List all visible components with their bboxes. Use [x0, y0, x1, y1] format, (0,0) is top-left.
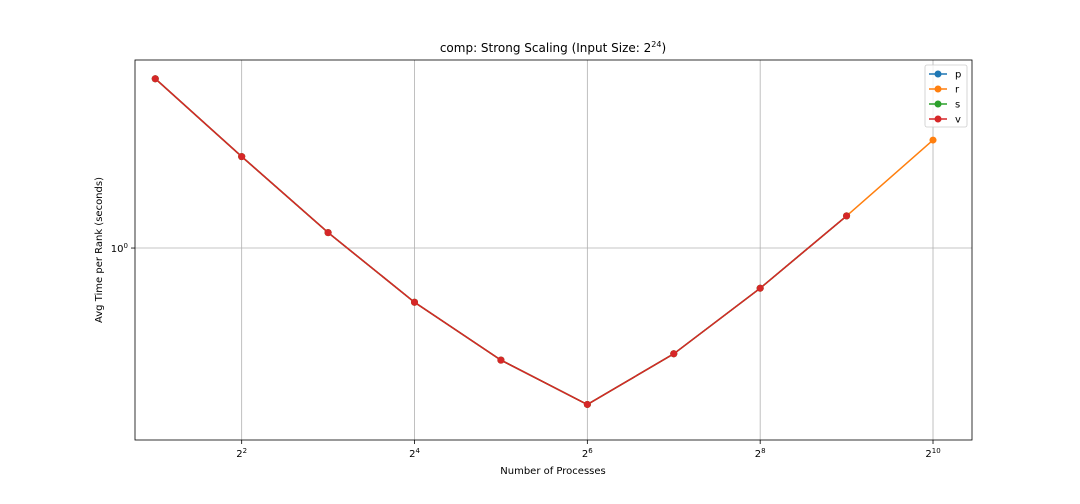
legend-marker: [934, 85, 942, 93]
data-point-v: [411, 298, 419, 306]
x-tick-label: 28: [755, 447, 766, 460]
chart-title-exponent: 24: [651, 40, 661, 49]
y-axis-label: Avg Time per Rank (seconds): [94, 177, 105, 323]
data-point-v: [756, 284, 764, 292]
legend-marker: [934, 115, 942, 123]
data-point-v: [583, 400, 591, 408]
plot-frame: [134, 59, 973, 441]
legend-marker: [934, 100, 942, 108]
data-point-v: [238, 153, 246, 161]
legend-label: s: [955, 100, 960, 111]
x-tick-label: 210: [925, 447, 940, 460]
series-layer: [151, 75, 937, 408]
legend-entry-r: r: [929, 85, 960, 96]
legend-label: r: [955, 85, 960, 96]
data-point-r: [929, 136, 937, 144]
chart-title: comp: Strong Scaling (Input Size: 224): [440, 40, 666, 55]
x-tick-label: 26: [582, 447, 593, 460]
data-point-v: [151, 75, 159, 83]
legend-entry-s: s: [929, 100, 960, 111]
axis-ticks: 22 24 26 28 210 100: [111, 242, 941, 460]
data-point-v: [497, 356, 505, 364]
x-tick-label: 22: [236, 447, 247, 460]
legend-entry-v: v: [929, 115, 961, 126]
x-tick-label: 24: [409, 447, 420, 460]
legend-box: [924, 64, 968, 128]
data-point-v: [843, 212, 851, 220]
data-point-v: [670, 350, 678, 358]
data-point-v: [324, 229, 332, 237]
y-tick-label: 100: [111, 242, 128, 255]
legend-label: p: [955, 70, 961, 81]
legend-marker: [934, 70, 942, 78]
x-axis-label: Number of Processes: [500, 466, 605, 477]
plot-background: [135, 60, 972, 440]
series-v: [151, 75, 851, 408]
legend-entry-p: p: [929, 70, 961, 81]
legend-label: v: [955, 115, 961, 126]
